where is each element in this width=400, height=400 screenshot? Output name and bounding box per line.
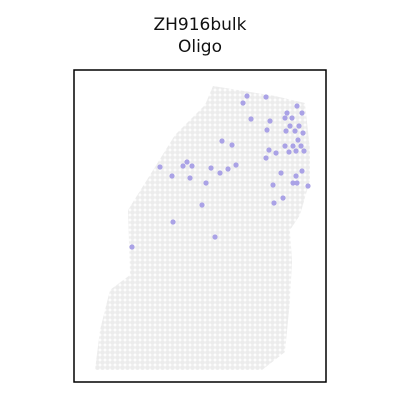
oligo-spot-7 [289, 115, 295, 121]
chart-subtitle: Oligo [177, 37, 223, 57]
plot-frame [73, 69, 327, 383]
oligo-spot-33 [225, 166, 231, 172]
oligo-spot-27 [263, 155, 269, 161]
oligo-spot-36 [169, 173, 175, 179]
oligo-spot-50 [212, 234, 218, 240]
oligo-spot-13 [296, 123, 302, 129]
oligo-spot-2 [263, 94, 269, 100]
oligo-spot-42 [270, 182, 276, 188]
oligo-spot-5 [299, 110, 305, 116]
oligo-spot-8 [248, 116, 254, 122]
oligo-spot-10 [219, 138, 225, 144]
oligo-spot-6 [282, 115, 288, 121]
oligo-spot-17 [264, 127, 270, 133]
oligo-spot-3 [294, 103, 300, 109]
oligo-spot-34 [233, 162, 239, 168]
oligo-spot-51 [129, 244, 135, 250]
oligo-spot-30 [189, 163, 195, 169]
oligo-spot-19 [282, 143, 288, 149]
oligo-spot-35 [217, 170, 223, 176]
oligo-spot-37 [187, 175, 193, 181]
oligo-spot-47 [199, 202, 205, 208]
oligo-spot-48 [170, 219, 176, 225]
oligo-spot-49 [271, 200, 277, 206]
oligo-spot-46 [280, 195, 286, 201]
oligo-spot-18 [295, 137, 301, 143]
oligo-spot-21 [298, 143, 304, 149]
oligo-spot-39 [203, 180, 209, 186]
oligo-spot-44 [294, 180, 300, 186]
oligo-spots [129, 93, 311, 250]
oligo-spot-16 [300, 130, 306, 136]
oligo-spot-15 [292, 128, 298, 134]
oligo-spot-43 [305, 183, 311, 189]
oligo-spot-26 [273, 150, 279, 156]
oligo-spot-22 [293, 148, 299, 154]
oligo-spot-1 [240, 100, 246, 106]
chart-title: ZH916bulk [153, 15, 247, 35]
oligo-spot-14 [283, 128, 289, 134]
oligo-spot-4 [284, 110, 290, 116]
oligo-spot-11 [229, 142, 235, 148]
oligo-spot-40 [278, 170, 284, 176]
oligo-spot-45 [299, 168, 305, 174]
oligo-spot-25 [266, 147, 272, 153]
oligo-spot-41 [290, 180, 296, 186]
oligo-spot-32 [208, 165, 214, 171]
oligo-spot-29 [180, 163, 186, 169]
oligo-spot-0 [244, 93, 250, 99]
oligo-spot-38 [293, 173, 299, 179]
oligo-spot-31 [157, 164, 163, 170]
oligo-spot-9 [267, 118, 273, 124]
oligo-spot-23 [301, 148, 307, 154]
oligo-spot-28 [184, 159, 190, 165]
oligo-spot-12 [287, 123, 293, 129]
oligo-spot-20 [290, 143, 296, 149]
oligo-spot-24 [286, 149, 292, 155]
